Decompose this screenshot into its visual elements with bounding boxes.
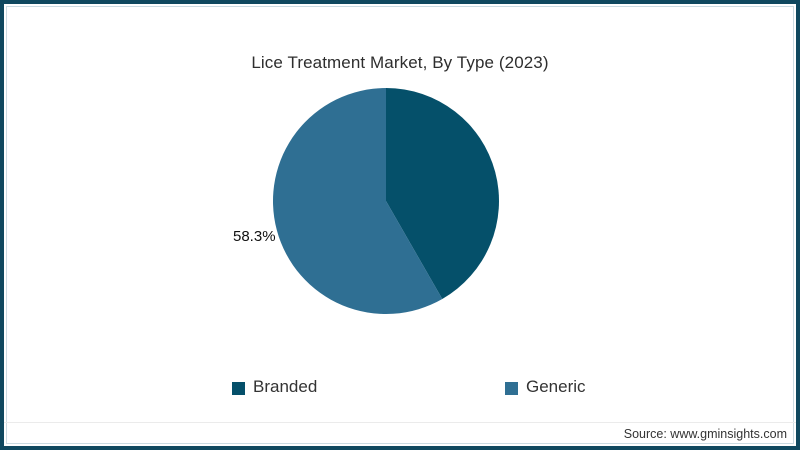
pie-chart [266,81,506,321]
chart-title: Lice Treatment Market, By Type (2023) [251,53,549,72]
pie-slice-label: 58.3% [233,228,276,245]
pie-svg [272,88,499,314]
legend-label-branded: Branded [253,377,318,396]
legend-swatch-generic-icon [505,381,518,395]
legend-label-generic: Generic [526,377,586,396]
footer-divider [4,422,796,423]
legend-item-branded: Branded [232,377,317,397]
source-note: Source: www.gminsights.com [623,427,787,441]
legend-item-generic: Generic [505,377,586,397]
legend-swatch-branded-icon [232,381,245,395]
pie-slice-branded [386,88,499,299]
pie-slice-generic [272,88,443,314]
